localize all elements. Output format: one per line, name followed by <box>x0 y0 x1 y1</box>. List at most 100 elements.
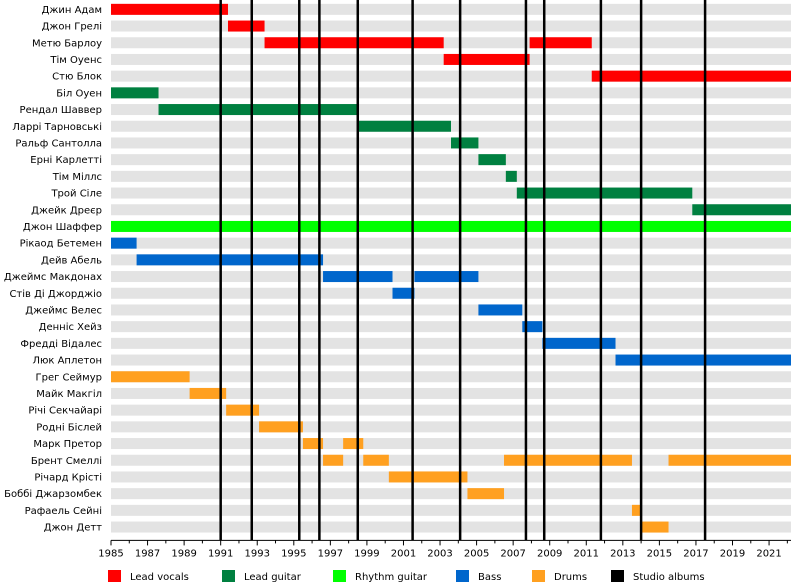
member-label: Рікаод Бетемен <box>20 238 102 250</box>
membership-bar-drums <box>189 387 227 399</box>
membership-bar-drums <box>504 454 632 466</box>
member-label: Рафаель Сейні <box>25 505 102 517</box>
row-stripe <box>111 371 791 383</box>
membership-bar-bass <box>522 321 543 333</box>
member-label: Джейк Дреєр <box>31 205 102 216</box>
membership-bar-vocals <box>529 37 592 49</box>
member-label: Ларрі Тарновські <box>12 121 102 133</box>
row-stripe <box>111 404 791 416</box>
row-stripe <box>111 254 791 266</box>
membership-bar-bass <box>136 254 324 266</box>
member-label: Фредді Відалес <box>20 338 102 350</box>
x-tick-label: 1999 <box>354 548 379 559</box>
membership-bar-rhythm <box>111 220 791 232</box>
row-stripe <box>111 488 791 500</box>
membership-bar-drums <box>467 488 505 500</box>
x-tick-label: 1993 <box>245 548 270 559</box>
membership-bar-lead <box>692 204 791 216</box>
row-stripe <box>111 321 791 333</box>
membership-bar-lead <box>505 170 517 182</box>
x-tick-label: 2021 <box>756 548 781 559</box>
membership-bar-bass <box>542 337 616 349</box>
membership-bar-bass <box>392 287 415 299</box>
x-tick-label: 2007 <box>500 548 525 559</box>
legend-swatch-bass <box>456 570 469 582</box>
membership-bar-vocals <box>264 37 444 49</box>
membership-bar-lead <box>158 104 358 116</box>
row-stripe <box>111 3 791 15</box>
legend-label-lead: Lead guitar <box>244 572 302 583</box>
row-stripe <box>111 70 791 82</box>
member-label: Тім Міллс <box>52 171 102 183</box>
row-stripe <box>111 354 791 366</box>
member-label: Біл Оуен <box>56 87 102 99</box>
membership-bar-drums <box>259 421 303 433</box>
membership-bars <box>111 3 791 533</box>
member-label: Стю Блок <box>52 72 102 83</box>
x-tick-label: 2019 <box>720 548 745 559</box>
member-label: Дейв Абель <box>41 255 102 266</box>
row-stripe <box>111 454 791 466</box>
member-label: Денніс Хейз <box>39 321 102 333</box>
x-tick-label: 2005 <box>464 548 489 559</box>
member-label: Джеймс Макдонах <box>4 272 102 283</box>
membership-bar-drums <box>388 471 468 483</box>
row-stripe <box>111 421 791 433</box>
legend: Lead vocals Lead guitar Rhythm guitar Bass D… <box>108 570 705 583</box>
row-stripe <box>111 287 791 299</box>
row-stripe <box>111 87 791 99</box>
member-label: Джин Адам <box>42 5 102 16</box>
member-label: Боббі Джарзомбек <box>4 488 102 500</box>
membership-bar-bass <box>414 271 479 283</box>
member-label: Родні Біслей <box>36 421 102 433</box>
row-stripe <box>111 337 791 349</box>
row-stripe <box>111 20 791 32</box>
legend-swatch-lead <box>222 570 235 582</box>
member-label: Ральф Сантолла <box>15 138 102 149</box>
membership-bar-bass <box>111 237 137 249</box>
x-tick-label: 2003 <box>427 548 452 559</box>
row-stripe <box>111 438 791 450</box>
legend-label-drums: Drums <box>554 572 587 583</box>
member-label: Річі Секчайарі <box>28 405 102 417</box>
x-tick-label: 2009 <box>537 548 562 559</box>
membership-bar-lead <box>516 187 693 199</box>
member-label: Трой Сіле <box>50 188 102 200</box>
membership-bar-drums <box>302 438 324 450</box>
membership-bar-lead <box>357 120 451 132</box>
membership-bar-vocals <box>443 53 530 65</box>
x-tick-label: 1985 <box>98 548 123 559</box>
x-tick-label: 1995 <box>281 548 306 559</box>
member-label: Тім Оуенс <box>49 54 102 66</box>
membership-bar-drums <box>631 504 642 516</box>
member-label: Люк Аплетон <box>32 356 102 367</box>
member-label: Рендал Шаввер <box>20 105 102 116</box>
membership-bar-drums <box>226 404 260 416</box>
membership-bar-bass <box>478 304 523 316</box>
member-label: Майк Макгіл <box>36 388 102 400</box>
legend-swatch-albums <box>611 570 624 582</box>
legend-label-vocals: Lead vocals <box>130 572 189 583</box>
member-label: Джон Детт <box>44 523 102 534</box>
row-stripe <box>111 170 791 182</box>
membership-bar-drums <box>343 438 364 450</box>
legend-label-rhythm: Rhythm guitar <box>355 572 428 583</box>
legend-label-bass: Bass <box>478 572 501 583</box>
row-stripe <box>111 387 791 399</box>
legend-swatch-drums <box>532 570 545 582</box>
x-tick-label: 2015 <box>647 548 672 559</box>
member-label: Грег Сеймур <box>36 372 102 383</box>
membership-bar-bass <box>615 354 791 366</box>
member-label: Джон Шаффер <box>23 222 102 233</box>
member-label: Ерні Карлетті <box>30 154 102 166</box>
membership-bar-drums <box>363 454 389 466</box>
member-label: Брент Смеллі <box>31 455 102 467</box>
row-stripes <box>111 3 791 533</box>
membership-bar-lead <box>111 87 159 99</box>
membership-bar-drums <box>641 521 669 533</box>
x-tick-label: 2011 <box>574 548 599 559</box>
row-stripe <box>111 521 791 533</box>
member-label: Джон Грелі <box>42 21 102 33</box>
x-tick-label: 1997 <box>318 548 343 559</box>
membership-bar-vocals <box>227 20 265 32</box>
